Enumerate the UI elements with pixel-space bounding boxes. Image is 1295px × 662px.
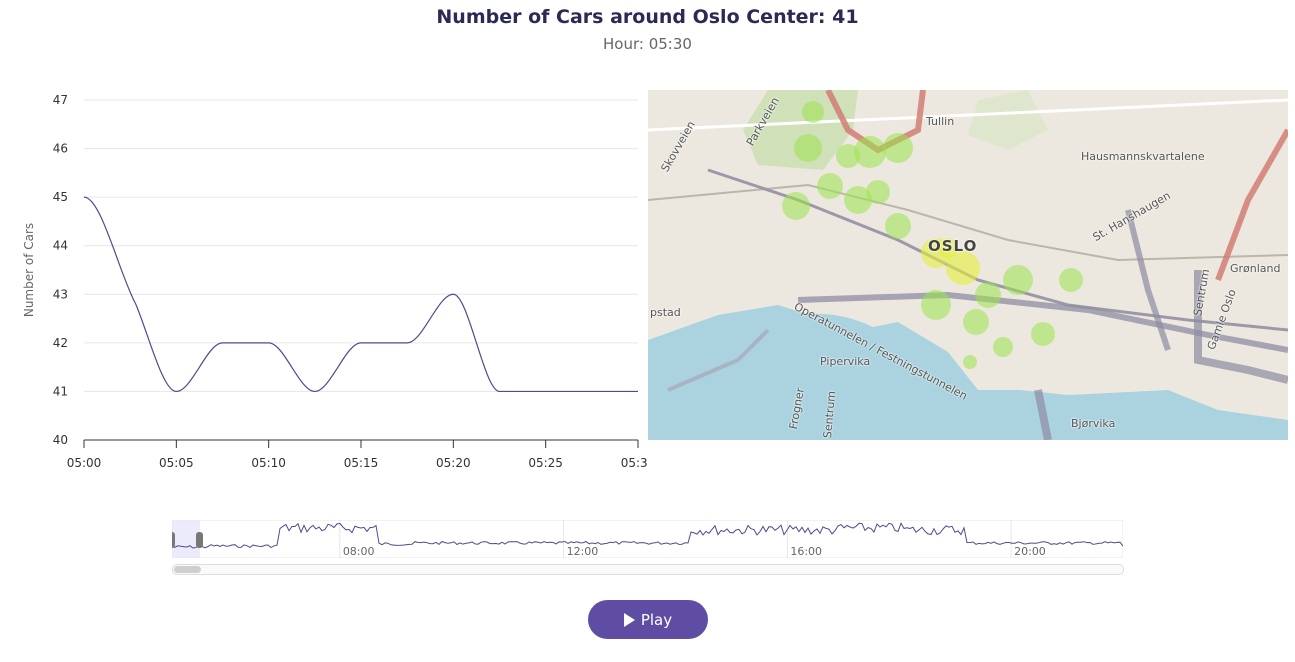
- navigator-handle-left[interactable]: [172, 532, 175, 548]
- map-label-oslo: OSLO: [928, 237, 978, 255]
- map-label-bjorvika: Bjørvika: [1071, 417, 1116, 430]
- x-tick-label: 05:20: [436, 456, 471, 470]
- navigator-scrollbar-thumb[interactable]: [174, 566, 201, 573]
- page-title: Number of Cars around Oslo Center: 41: [436, 6, 859, 28]
- y-axis-label: Number of Cars: [22, 223, 36, 317]
- page-subtitle: Hour: 05:30: [603, 35, 692, 53]
- x-tick-label: 05:30: [621, 456, 648, 470]
- navigator-selected-range[interactable]: [172, 520, 200, 558]
- y-tick-label: 44: [53, 239, 68, 253]
- x-tick-label: 05:15: [344, 456, 379, 470]
- navigator-tick-label: 08:00: [343, 545, 375, 558]
- series-line: [83, 196, 638, 393]
- x-tick-label: 05:05: [159, 456, 194, 470]
- y-tick-label: 43: [53, 287, 68, 301]
- y-tick-label: 47: [53, 93, 68, 107]
- cars-line-chart: Number of Cars 40 41 42 43 44 45 46 47 05:00 05:0…: [22, 93, 648, 470]
- navigator-tick-label: 12:00: [567, 545, 599, 558]
- time-navigator[interactable]: 08:00 12:00 16:00 20:00: [172, 520, 1123, 558]
- navigator-handle-right[interactable]: [196, 532, 203, 548]
- navigator-tick-label: 20:00: [1014, 545, 1046, 558]
- navigator-tick-label: 16:00: [790, 545, 822, 558]
- map-label-pstad: pstad: [650, 306, 681, 319]
- x-tick-label: 05:25: [528, 456, 563, 470]
- map-tiles: [648, 90, 1288, 440]
- navigator-series: [172, 522, 1123, 549]
- navigator-scrollbar[interactable]: [172, 564, 1124, 575]
- map-label-tullin: Tullin: [926, 115, 955, 128]
- play-button-label: Play: [640, 610, 673, 629]
- y-tick-label: 42: [53, 336, 68, 350]
- x-tick-label: 05:00: [67, 456, 102, 470]
- y-tick-label: 40: [53, 433, 68, 447]
- oslo-map[interactable]: OSLO Tullin Hausmannskvartalene St. Hans…: [648, 90, 1288, 440]
- map-label-gronland: Grønland: [1230, 262, 1281, 275]
- x-tick-label: 05:10: [251, 456, 286, 470]
- y-tick-label: 45: [53, 190, 68, 204]
- map-label-hausmann: Hausmannskvartalene: [1081, 150, 1205, 163]
- y-tick-label: 41: [53, 384, 68, 398]
- play-icon: [623, 612, 635, 627]
- y-tick-label: 46: [53, 142, 68, 156]
- play-button[interactable]: Play: [588, 600, 708, 639]
- map-label-pipervika: Pipervika: [820, 355, 871, 368]
